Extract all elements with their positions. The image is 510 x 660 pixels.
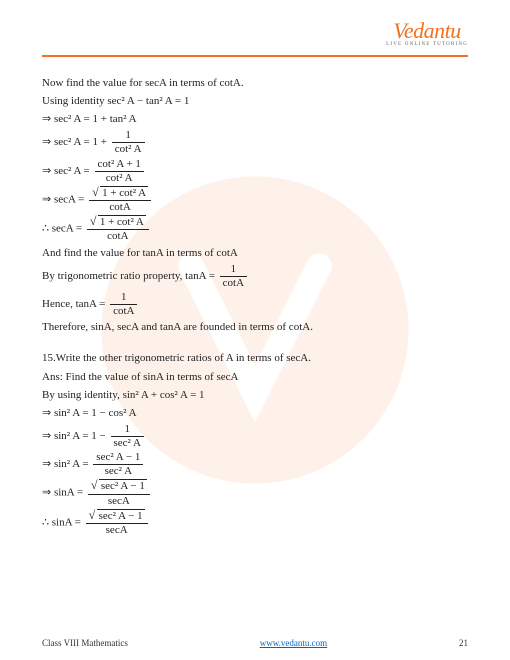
text-line: By using identity, sin² A + cos² A = 1 [42, 387, 468, 404]
footer-class: Class VIII Mathematics [42, 638, 128, 648]
fraction: 1sec² A [111, 423, 144, 450]
brand-logo: Vedantu LIVE ONLINE TUTORING [386, 18, 468, 47]
numerator: sec² A − 1 [93, 451, 143, 465]
equation-line: Hence, tanA = 1cotA [42, 291, 468, 318]
sqrt-icon: sec² A − 1 [89, 509, 145, 523]
denominator: sec² A [93, 465, 143, 478]
fraction: 1 + cot² AcotA [89, 186, 151, 214]
sqrt-icon: 1 + cot² A [92, 186, 148, 200]
denominator: cot² A [95, 172, 144, 185]
numerator: sec² A − 1 [86, 509, 148, 524]
text-line: ⇒ sec² A = 1 + tan² A [42, 111, 468, 128]
denominator: cot² A [112, 143, 145, 156]
equation-line: ⇒ sec² A = 1 + 1cot² A [42, 129, 468, 156]
equation-line: By trigonometric ratio property, tanA = … [42, 263, 468, 290]
text-line: Therefore, sinA, secA and tanA are found… [42, 319, 468, 336]
denominator: secA [88, 495, 150, 508]
eq-prefix: ∴ secA = [42, 223, 85, 235]
fraction: sec² A − 1sec² A [93, 451, 143, 478]
top-divider [42, 55, 468, 57]
equation-line: ⇒ sin² A = 1 − 1sec² A [42, 423, 468, 450]
fraction: sec² A − 1secA [86, 509, 148, 537]
text-line: And find the value for tanA in terms of … [42, 245, 468, 262]
denominator: cotA [110, 305, 137, 318]
text-line: Now find the value for secA in terms of … [42, 75, 468, 92]
text-line: Ans: Find the value of sinA in terms of … [42, 369, 468, 386]
fraction: 1cotA [220, 263, 247, 290]
sqrt-icon: sec² A − 1 [91, 479, 147, 493]
fraction: cot² A + 1cot² A [95, 158, 144, 185]
text-line: Using identity sec² A − tan² A = 1 [42, 93, 468, 110]
brand-tagline: LIVE ONLINE TUTORING [386, 42, 468, 47]
numerator: 1 [112, 129, 145, 143]
question-line: 15.Write the other trigonometric ratios … [42, 350, 468, 367]
equation-line: ∴ sinA = sec² A − 1secA [42, 509, 468, 537]
footer: Class VIII Mathematics www.vedantu.com 2… [42, 638, 468, 648]
denominator: sec² A [111, 437, 144, 450]
numerator: 1 + cot² A [89, 186, 151, 201]
denominator: cotA [220, 277, 247, 290]
eq-prefix: ⇒ sinA = [42, 487, 86, 499]
equation-line: ⇒ sinA = sec² A − 1 secA [42, 479, 468, 507]
fraction: sec² A − 1 secA [88, 479, 150, 507]
fraction: 1 + cot² AcotA [87, 215, 149, 243]
body-content: Now find the value for secA in terms of … [42, 75, 468, 537]
eq-prefix: ⇒ sin² A = [42, 458, 91, 470]
numerator: 1 [111, 423, 144, 437]
sqrt-icon: 1 + cot² A [90, 215, 146, 229]
denominator: cotA [89, 201, 151, 214]
numerator: 1 + cot² A [87, 215, 149, 230]
numerator: 1 [220, 263, 247, 277]
brand-name: Vedantu [386, 18, 468, 44]
numerator: cot² A + 1 [95, 158, 144, 172]
eq-prefix: By trigonometric ratio property, tanA = [42, 270, 218, 282]
footer-link[interactable]: www.vedantu.com [260, 638, 327, 648]
equation-line: ⇒ sin² A = sec² A − 1sec² A [42, 451, 468, 478]
page-number: 21 [459, 638, 468, 648]
page-container: Vedantu LIVE ONLINE TUTORING Now find th… [0, 0, 510, 660]
eq-prefix: ⇒ sec² A = [42, 165, 93, 177]
header: Vedantu LIVE ONLINE TUTORING [42, 18, 468, 47]
equation-line: ⇒ sec² A = cot² A + 1cot² A [42, 158, 468, 185]
eq-prefix: ⇒ sin² A = 1 − [42, 430, 109, 442]
fraction: 1cotA [110, 291, 137, 318]
equation-line: ∴ secA = 1 + cot² AcotA [42, 215, 468, 243]
numerator: sec² A − 1 [88, 479, 150, 494]
denominator: secA [86, 524, 148, 537]
eq-prefix: ⇒ sec² A = 1 + [42, 136, 110, 148]
eq-prefix: Hence, tanA = [42, 298, 108, 310]
eq-prefix: ⇒ secA = [42, 194, 87, 206]
denominator: cotA [87, 230, 149, 243]
numerator: 1 [110, 291, 137, 305]
eq-prefix: ∴ sinA = [42, 517, 84, 529]
fraction: 1cot² A [112, 129, 145, 156]
text-line: ⇒ sin² A = 1 − cos² A [42, 405, 468, 422]
equation-line: ⇒ secA = 1 + cot² AcotA [42, 186, 468, 214]
